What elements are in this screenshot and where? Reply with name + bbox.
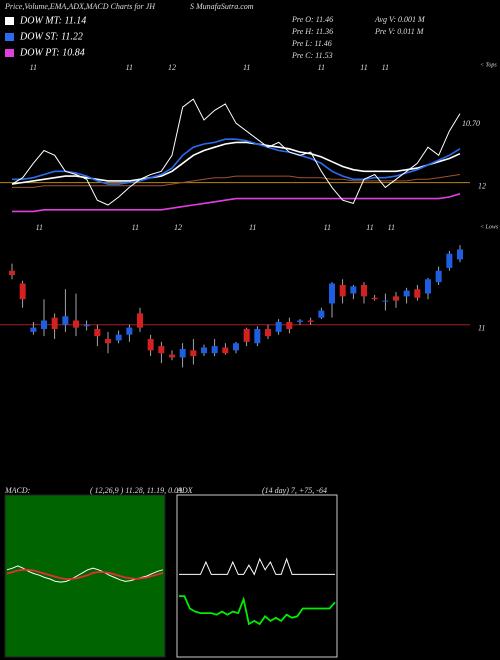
candle-body [382, 300, 389, 302]
panel-title: MACD: [4, 486, 31, 495]
annotation: < Lows [480, 224, 499, 230]
page-title: Price,Volume,EMA,ADX,MACD Charts for JH [4, 2, 156, 11]
x-tick-label: 11 [360, 63, 367, 72]
series-line [12, 138, 461, 185]
candle-body [147, 338, 154, 351]
x-tick-label: 11 [324, 223, 331, 232]
annotation: < Tops [480, 62, 497, 68]
x-tick-label: 11 [366, 223, 373, 232]
panel-subtitle: ( 12,26,9 ) 11.28, 11.19, 0.09 [90, 486, 182, 495]
candle-body [115, 334, 122, 341]
candle-body [307, 320, 314, 322]
legend-label: DOW ST: 11.22 [19, 31, 83, 42]
candle-body [9, 270, 15, 276]
candle-body [393, 296, 399, 301]
x-tick-label: 11 [249, 223, 256, 232]
x-tick-label: 11 [388, 223, 395, 232]
x-tick-label: 12 [174, 223, 182, 232]
legend-swatch [5, 17, 14, 25]
panel-subtitle: (14 day) 7, +75, -64 [262, 486, 327, 495]
info-text: Pre V: 0.011 M [374, 27, 425, 36]
candle-body [233, 343, 239, 351]
series-line [179, 557, 335, 576]
series-line [179, 595, 336, 626]
candle-body [403, 290, 410, 297]
candle-body [158, 346, 165, 354]
candle-body [179, 348, 186, 358]
x-tick-label: 11 [132, 223, 139, 232]
candle-body [41, 320, 47, 330]
candle-body [286, 321, 293, 330]
adx-panel [176, 494, 338, 658]
candle-body [435, 270, 442, 283]
candle-body [222, 347, 229, 354]
candle-body [371, 297, 378, 300]
legend-swatch [5, 33, 14, 41]
candle-body [169, 354, 175, 358]
candle-body [137, 313, 143, 328]
candle-body [457, 249, 463, 260]
x-tick-label: 12 [168, 63, 176, 72]
x-tick-label: 11 [243, 63, 250, 72]
info-text: Avg V: 0.001 M [374, 15, 426, 24]
y-tick-label: 12 [478, 181, 486, 190]
candle-body [329, 283, 335, 304]
candle-body [73, 320, 79, 328]
candle-body [83, 324, 90, 327]
candle-body [94, 329, 101, 337]
candle-body [243, 329, 250, 342]
series-line [11, 98, 461, 206]
candle-body [361, 284, 367, 297]
candle-body [414, 289, 421, 298]
site-name: S MunafaSutra.com [190, 2, 254, 11]
x-tick-label: 11 [126, 63, 133, 72]
legend-swatch [5, 49, 14, 57]
candle-body [190, 350, 197, 357]
candle-body [201, 347, 207, 354]
candle-body [211, 346, 218, 354]
series-line [6, 568, 164, 580]
x-tick-label: 11 [30, 63, 37, 72]
panel-title: ADX [176, 486, 194, 495]
candle-body [275, 321, 282, 332]
candle-body [297, 320, 303, 322]
x-tick-label: 11 [36, 223, 43, 232]
info-text: Pre H: 11.36 [291, 27, 333, 36]
x-tick-label: 11 [318, 63, 325, 72]
candle-body [51, 317, 58, 330]
info-text: Pre C: 11.53 [291, 51, 333, 60]
candle-body [339, 284, 346, 297]
x-tick-label: 11 [382, 63, 389, 72]
series-line [12, 174, 461, 188]
candle-body [446, 253, 453, 268]
candle-body [254, 329, 261, 344]
legend-label: DOW PT: 10.84 [19, 47, 85, 58]
candle-body [425, 279, 431, 294]
candle-body [318, 310, 325, 318]
candle-body [105, 338, 111, 344]
candle-body [126, 327, 133, 335]
info-text: Pre L: 11.46 [291, 39, 332, 48]
candle-body [30, 327, 37, 332]
series-line [11, 141, 461, 185]
y-tick-label: 11 [478, 324, 485, 333]
legend-label: DOW MT: 11.14 [19, 15, 86, 26]
candle-body [62, 316, 69, 325]
candle-body [19, 283, 26, 300]
series-line [12, 193, 461, 213]
annotation: 10.70 [462, 119, 480, 128]
candle-body [265, 329, 271, 337]
candle-body [350, 286, 357, 294]
info-text: Pre O: 11.46 [291, 15, 333, 24]
